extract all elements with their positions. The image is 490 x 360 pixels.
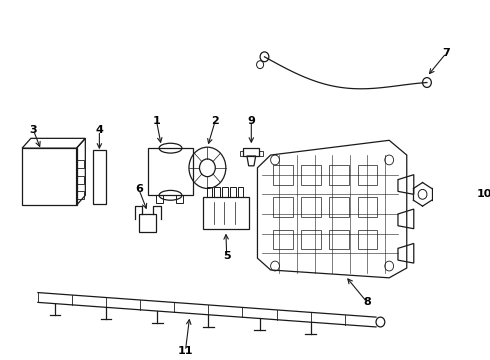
- Text: 6: 6: [135, 184, 143, 194]
- Text: 11: 11: [178, 346, 193, 356]
- Text: 10: 10: [477, 189, 490, 199]
- Text: 1: 1: [152, 116, 160, 126]
- Text: 2: 2: [211, 116, 219, 126]
- Text: 3: 3: [30, 126, 37, 135]
- Text: 5: 5: [223, 251, 230, 261]
- Text: 7: 7: [442, 48, 450, 58]
- Text: 4: 4: [96, 126, 103, 135]
- Text: 8: 8: [364, 297, 371, 307]
- Text: 9: 9: [247, 116, 255, 126]
